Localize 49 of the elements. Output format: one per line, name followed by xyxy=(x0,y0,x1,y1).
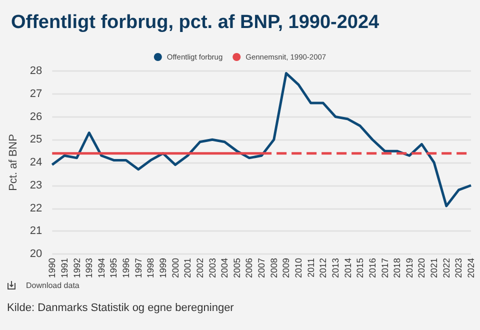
x-tick-label: 1995 xyxy=(108,258,119,278)
x-tick-label: 1991 xyxy=(59,258,70,278)
x-tick-label: 2000 xyxy=(170,258,180,278)
x-tick-label: 2013 xyxy=(330,258,340,278)
chart-title: Offentligt forbrug, pct. af BNP, 1990-2024 xyxy=(11,12,380,33)
x-tick-label: 2021 xyxy=(429,258,440,278)
x-tick-label: 2007 xyxy=(256,258,267,278)
x-tick-label: 2016 xyxy=(367,258,378,278)
x-tick-label: 2009 xyxy=(281,258,292,278)
x-tick-label: 2022 xyxy=(441,258,452,278)
x-tick-label: 2004 xyxy=(220,258,230,278)
y-tick-label: 24 xyxy=(30,156,42,168)
text: Download data xyxy=(26,280,80,290)
y-tick-label: 20 xyxy=(30,248,42,260)
y-axis-title: Pct. af BNP xyxy=(8,134,20,191)
x-tick-label: 1992 xyxy=(72,258,82,278)
y-tick-label: 21 xyxy=(30,225,42,238)
line-series xyxy=(50,72,472,208)
x-tick-label: 2005 xyxy=(232,258,242,278)
y-tick-label: 22 xyxy=(30,202,42,214)
x-tick-label: 2011 xyxy=(306,258,316,278)
x-tick-label: 2002 xyxy=(194,258,205,278)
y-tick-label: 27 xyxy=(30,88,42,100)
y-tick-label: 28 xyxy=(30,65,42,77)
x-tick-label: 1998 xyxy=(146,258,156,278)
x-tick-label: 2014 xyxy=(342,258,353,278)
x-tick-label: 2008 xyxy=(268,258,279,278)
text: Kilde: Danmarks Statistik og egne beregninger xyxy=(7,302,234,314)
y-tick-label: 25 xyxy=(30,134,42,146)
x-tick-label: 2003 xyxy=(207,258,218,278)
x-tick-label: 1994 xyxy=(96,258,106,278)
y-tick-label: 23 xyxy=(30,179,42,192)
x-tick-label: 2019 xyxy=(404,258,414,278)
x-tick-label: 2017 xyxy=(380,258,390,278)
x-tick-label: 2010 xyxy=(294,258,304,278)
x-tick-label: 2024 xyxy=(466,258,476,278)
x-tick-label: 2018 xyxy=(392,258,402,278)
y-tick-label: 26 xyxy=(30,110,42,123)
x-tick-label: 2023 xyxy=(454,258,464,278)
x-tick-label: 1999 xyxy=(158,258,168,278)
x-tick-label: 2020 xyxy=(416,258,427,278)
x-tick-label: 1990 xyxy=(47,258,58,278)
x-tick-label: 2001 xyxy=(182,258,193,278)
x-tick-label: 1996 xyxy=(121,258,132,278)
x-tick-label: 2012 xyxy=(318,258,328,278)
x-tick-label: 1993 xyxy=(84,258,94,278)
x-tick-label: 2006 xyxy=(244,258,254,278)
x-tick-label: 1997 xyxy=(133,258,144,278)
x-tick-label: 2015 xyxy=(355,258,366,278)
